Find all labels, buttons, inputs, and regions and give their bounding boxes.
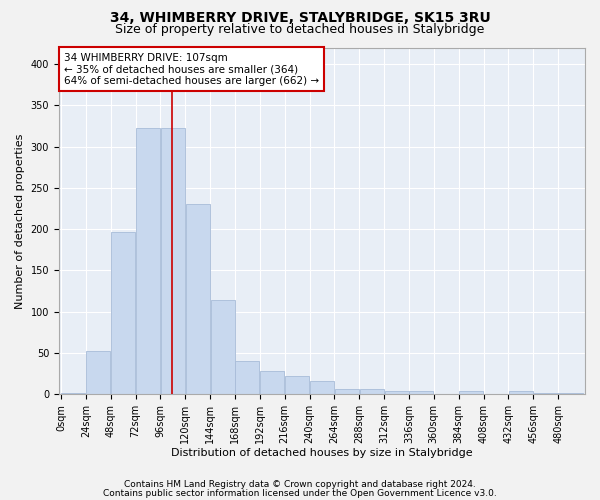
Bar bbox=[61, 392, 85, 394]
Bar bbox=[459, 391, 483, 394]
Y-axis label: Number of detached properties: Number of detached properties bbox=[15, 133, 25, 308]
Bar bbox=[260, 371, 284, 394]
Bar bbox=[559, 392, 583, 394]
Bar bbox=[136, 128, 160, 394]
Text: Contains public sector information licensed under the Open Government Licence v3: Contains public sector information licen… bbox=[103, 488, 497, 498]
Bar bbox=[185, 204, 209, 394]
Text: Size of property relative to detached houses in Stalybridge: Size of property relative to detached ho… bbox=[115, 22, 485, 36]
Bar bbox=[335, 388, 359, 394]
Bar bbox=[86, 352, 110, 395]
Bar bbox=[310, 381, 334, 394]
Bar bbox=[385, 391, 409, 394]
Text: 34 WHIMBERRY DRIVE: 107sqm
← 35% of detached houses are smaller (364)
64% of sem: 34 WHIMBERRY DRIVE: 107sqm ← 35% of deta… bbox=[64, 52, 319, 86]
Bar bbox=[509, 391, 533, 394]
Bar bbox=[285, 376, 309, 394]
Bar bbox=[111, 232, 135, 394]
Bar bbox=[211, 300, 235, 394]
Bar bbox=[235, 362, 259, 394]
X-axis label: Distribution of detached houses by size in Stalybridge: Distribution of detached houses by size … bbox=[171, 448, 473, 458]
Bar bbox=[161, 128, 185, 394]
Text: 34, WHIMBERRY DRIVE, STALYBRIDGE, SK15 3RU: 34, WHIMBERRY DRIVE, STALYBRIDGE, SK15 3… bbox=[110, 11, 490, 25]
Bar bbox=[409, 391, 433, 394]
Bar bbox=[359, 388, 383, 394]
Bar bbox=[533, 392, 557, 394]
Text: Contains HM Land Registry data © Crown copyright and database right 2024.: Contains HM Land Registry data © Crown c… bbox=[124, 480, 476, 489]
